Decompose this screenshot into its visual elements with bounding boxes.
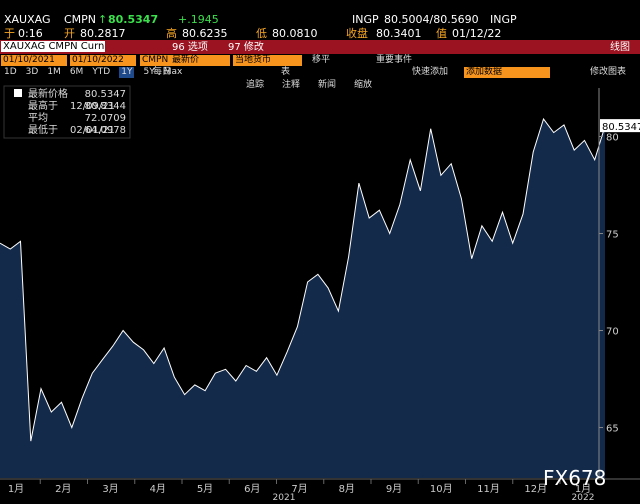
tool-button[interactable]: 追踪	[246, 80, 265, 90]
start-date[interactable]: 01/10/2021	[1, 55, 67, 66]
ask-source: INGP	[490, 13, 517, 26]
year-label: 2021	[273, 493, 296, 503]
legend-value: 64.0978	[85, 125, 126, 136]
price-source[interactable]: CMPN	[140, 55, 170, 66]
period-button[interactable]: 1M	[47, 67, 61, 77]
quick-add[interactable]: 快速添加	[412, 67, 449, 77]
command-bar	[0, 40, 640, 54]
edit-chart[interactable]: 修改图表	[590, 67, 627, 77]
x-tick-label: 4月	[150, 483, 166, 495]
x-tick-label: 12月	[524, 483, 547, 495]
period-button[interactable]: 1Y	[119, 67, 135, 78]
view-label: 线图	[610, 42, 630, 53]
last-price: 80.5347	[108, 13, 159, 26]
period-button[interactable]: 5Y	[143, 67, 155, 77]
options-button[interactable]: 96 选项	[172, 42, 208, 53]
legend-swatch	[14, 89, 22, 97]
currency[interactable]: 当地货币	[233, 55, 302, 66]
edit-button[interactable]: 97 修改	[228, 42, 264, 53]
legend-label: 平均	[28, 112, 48, 124]
tool-button[interactable]: 新闻	[318, 80, 337, 90]
close-label: 收盘	[346, 27, 368, 40]
legend-value: 72.0709	[85, 113, 126, 124]
tool-button[interactable]: 注释	[282, 80, 301, 90]
legend-value: 80.8344	[85, 101, 126, 112]
frequency[interactable]: 每日	[153, 67, 172, 77]
legend-date: 12/09/21	[70, 101, 115, 112]
watermark: FX678	[543, 466, 606, 490]
end-date[interactable]: 01/10/2022	[70, 55, 136, 66]
source: CMPN	[64, 13, 97, 26]
time: 0:16	[18, 27, 43, 40]
x-tick-label: 10月	[430, 483, 453, 495]
legend-label: 最新价格	[28, 87, 68, 100]
legend-value: 80.5347	[85, 89, 126, 100]
x-tick-label: 1月	[8, 483, 24, 495]
time-label: 于	[4, 27, 15, 40]
ticker: XAUXAG	[4, 13, 51, 26]
events-button[interactable]: 重要事件	[376, 55, 413, 65]
legend-label: 最高于	[28, 99, 58, 112]
open: 80.2817	[80, 27, 126, 40]
period-button[interactable]: YTD	[92, 67, 111, 77]
year-label: 2022	[572, 493, 595, 503]
high-label: 高	[166, 27, 177, 40]
x-tick-label: 7月	[291, 483, 307, 495]
last-price-box	[600, 119, 640, 133]
x-tick-label: 2月	[55, 483, 71, 495]
arrow: ↑	[98, 13, 108, 26]
add-data[interactable]: 添加数据	[464, 67, 550, 78]
x-tick-label: 1月	[575, 483, 591, 495]
bid-source: INGP	[352, 13, 379, 26]
y-tick-label: 70	[606, 327, 619, 338]
period-button[interactable]: 3D	[25, 67, 39, 77]
x-tick-label: 6月	[244, 483, 260, 495]
period-button[interactable]: 1D	[4, 67, 17, 77]
line	[0, 117, 606, 442]
area	[0, 119, 605, 478]
period-button[interactable]: 6M	[69, 67, 84, 77]
high: 80.6235	[182, 27, 228, 40]
tool-button[interactable]: 缩放	[354, 80, 373, 90]
y-tick-label: 80	[606, 133, 619, 144]
table-button[interactable]: 表	[281, 67, 291, 77]
legend-date: 02/01/21	[70, 125, 115, 136]
period-button[interactable]: Max	[163, 67, 183, 77]
security-input[interactable]: XAUXAG CMPN Curnc	[1, 41, 105, 52]
date-label: 值	[436, 27, 447, 40]
y-tick-label: 75	[606, 230, 619, 241]
close: 80.3401	[376, 27, 422, 40]
y-tick-label: 65	[606, 424, 619, 435]
x-tick-label: 9月	[386, 483, 402, 495]
low: 80.0810	[272, 27, 318, 40]
change: +.1945	[178, 13, 219, 26]
legend-label: 最低于	[28, 123, 58, 136]
last-price-label: 80.5347	[602, 122, 640, 133]
low-label: 低	[256, 27, 267, 40]
x-tick-label: 11月	[477, 483, 500, 495]
x-tick-label: 8月	[339, 483, 355, 495]
open-label: 开	[64, 27, 75, 40]
legend-box	[3, 85, 131, 139]
move-button[interactable]: 移平	[312, 55, 331, 65]
bid-ask: 80.5004/80.5690	[384, 13, 479, 26]
x-tick-label: 3月	[102, 483, 118, 495]
date: 01/12/22	[452, 27, 502, 40]
field[interactable]: 最新价	[170, 55, 230, 66]
x-tick-label: 5月	[197, 483, 213, 495]
